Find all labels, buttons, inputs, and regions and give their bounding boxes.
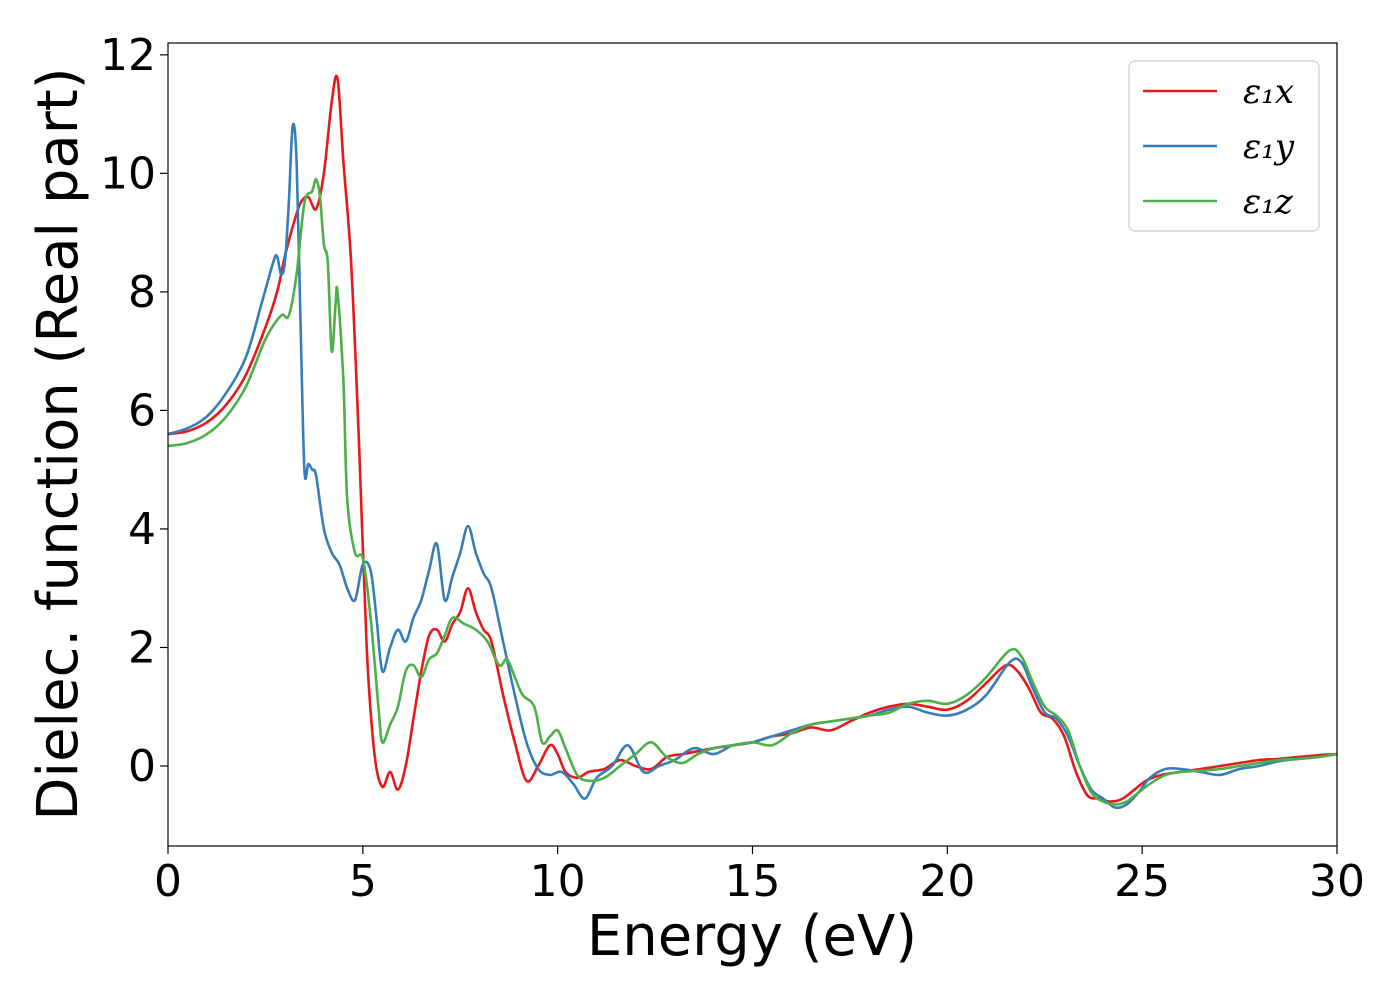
legend-label-1: ε₁x: [1243, 72, 1294, 112]
x-tick-label: 10: [530, 856, 586, 907]
legend-label-2: ε₁y: [1243, 127, 1295, 167]
y-tick-label: 4: [128, 504, 156, 555]
series-line-3: [168, 177, 1337, 806]
series-line-1: [168, 74, 1337, 803]
legend-box: [1128, 60, 1320, 232]
y-tick-label: 8: [128, 267, 156, 318]
y-tick-label: 6: [128, 385, 156, 436]
x-tick-label: 15: [725, 856, 781, 907]
plot-area: [168, 74, 1337, 810]
x-tick-label: 5: [349, 856, 377, 907]
x-tick-label: 25: [1114, 856, 1170, 907]
legend: ε₁x ε₁y ε₁z: [1128, 60, 1320, 232]
x-axis-label: Energy (eV): [587, 904, 917, 969]
y-tick-label: 12: [100, 30, 156, 81]
y-axis-label: Dielec. function (Real part): [26, 67, 91, 820]
y-tick-label: 0: [128, 741, 156, 792]
x-tick-label: 20: [919, 856, 975, 907]
legend-label-3: ε₁z: [1243, 182, 1294, 222]
y-tick-label: 2: [128, 622, 156, 673]
y-tick-label: 10: [100, 148, 156, 199]
x-tick-label: 0: [154, 856, 182, 907]
x-tick-label: 30: [1309, 856, 1365, 907]
axes: 0 5 10 15 20 25 30 0 2 4 6 8 10 12: [100, 30, 1365, 907]
